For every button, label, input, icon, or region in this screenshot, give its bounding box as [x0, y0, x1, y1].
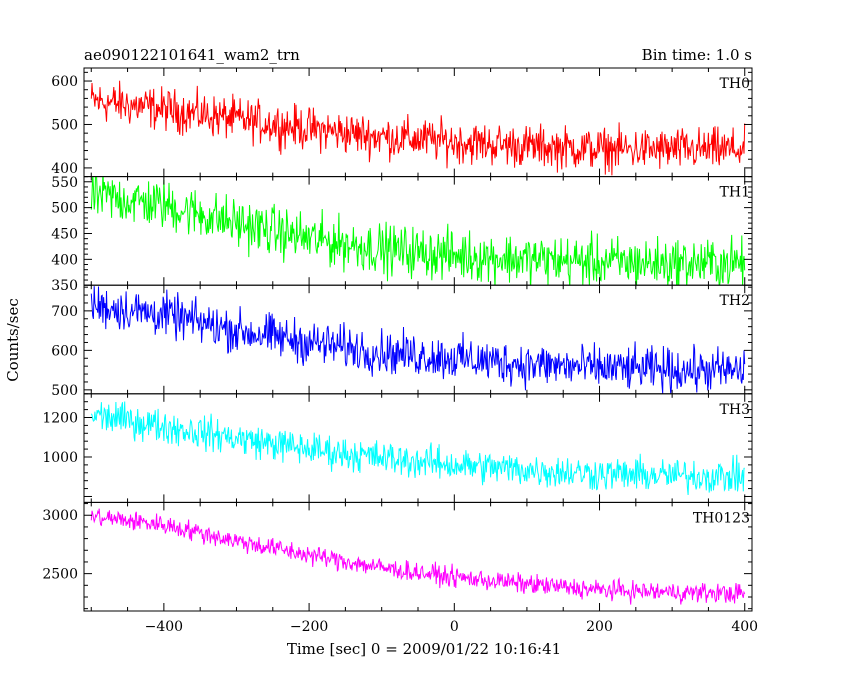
y-tick-label: 600: [51, 74, 78, 90]
y-tick-label: 550: [51, 175, 78, 191]
x-tick-label: 400: [731, 619, 758, 635]
y-tick-label: 500: [51, 383, 78, 399]
panel-th0: 400 500 600 TH0: [51, 67, 753, 178]
y-tick-label: 500: [51, 117, 78, 133]
panel-th1: 350 400 450 500 550 TH1: [51, 175, 753, 294]
y-tick-label: 1000: [42, 450, 78, 466]
panel-frame: [83, 284, 753, 395]
y-tick-label: 400: [51, 252, 78, 268]
series-line-th1: [90, 176, 746, 286]
y-tick-label: 450: [51, 226, 78, 242]
x-axis-label: Time [sec] 0 = 2009/01/22 10:16:41: [287, 640, 561, 658]
x-tick-label: 0: [450, 619, 459, 635]
y-tick-label: 500: [51, 201, 78, 217]
y-tick-label: 700: [51, 304, 78, 320]
panel-frame: [83, 393, 753, 503]
series-label-th0123: TH0123: [693, 510, 750, 526]
series-label-th0: TH0: [720, 76, 750, 92]
chart-title: ae090122101641_wam2_trn: [84, 46, 300, 64]
panels: 400 500 600 TH0 350 400 450 500 550 TH1 500 600 700 T…: [42, 67, 753, 612]
bin-time-label: Bin time: 1.0 s: [642, 46, 752, 64]
series-line-th0: [90, 80, 746, 176]
y-tick-label: 1200: [42, 410, 78, 426]
y-axis-label: Counts/sec: [4, 298, 22, 382]
y-tick-label: 400: [51, 161, 78, 177]
panel-th3: 1000 1200 TH3: [42, 393, 753, 503]
panel-th0123: 2500 3000 TH0123: [42, 501, 753, 612]
series-label-th3: TH3: [720, 402, 750, 418]
y-tick-label: 350: [51, 278, 78, 294]
x-tick-labels: −400 −200 0 200 400: [145, 619, 758, 635]
series-line-th2: [90, 286, 746, 394]
series-label-th1: TH1: [720, 185, 750, 201]
x-tick-label: 200: [586, 619, 613, 635]
panel-frame: [83, 176, 753, 286]
panel-frame: [83, 501, 753, 612]
series-label-th2: TH2: [720, 293, 750, 309]
x-tick-label: −200: [290, 619, 328, 635]
series-line-th3: [90, 401, 745, 496]
y-tick-label: 600: [51, 343, 78, 359]
panel-th2: 500 600 700 TH2: [51, 284, 753, 399]
series-line-th0123: [90, 508, 746, 605]
x-tick-label: −400: [145, 619, 183, 635]
y-tick-label: 3000: [42, 508, 78, 524]
y-tick-label: 2500: [42, 567, 78, 583]
